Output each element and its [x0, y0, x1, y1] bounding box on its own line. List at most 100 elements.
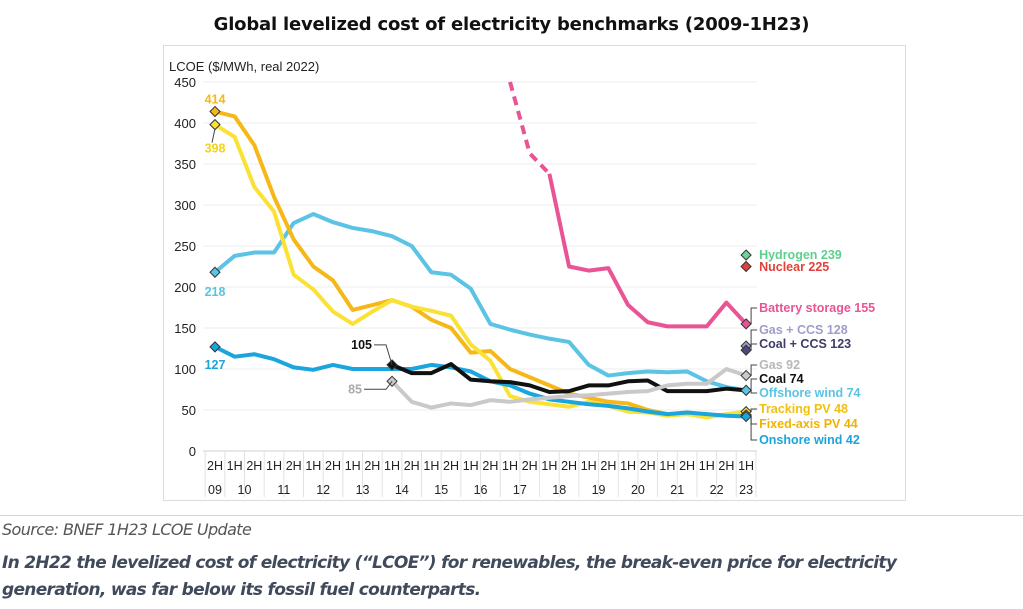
coal-start-label: 105: [351, 338, 372, 352]
x-year-label: 23: [739, 483, 753, 497]
x-year-label: 12: [316, 483, 330, 497]
x-half-label: 1H: [620, 459, 636, 473]
x-axis: 2H 1H 2H 1H 2H 1H 2H 1H 2H 1H 2H 1H 2H 1H 2H 1H 2H 1H 2H 1H…: [203, 450, 757, 497]
battery-storage-end-marker: [740, 318, 752, 330]
source-note: Source: BNEF 1H23 LCOE Update: [2, 520, 252, 539]
offshore-wind-end-marker: [740, 384, 752, 397]
coal-end-label: Coal 74: [759, 372, 804, 386]
nuclear-end-marker: [740, 260, 752, 273]
x-year-label: 17: [513, 483, 527, 497]
caption: In 2H22 the levelized cost of electricit…: [2, 553, 897, 600]
x-half-label: 1H: [463, 459, 479, 473]
onshore-wind-end-label: Onshore wind 42: [759, 433, 860, 447]
x-year-label: 15: [434, 483, 448, 497]
gas-line: [390, 367, 747, 410]
battery-storage-end-label: Battery storage 155: [759, 301, 875, 315]
x-half-label: 2H: [718, 459, 734, 473]
x-half-label: 2H: [640, 459, 656, 473]
gas-ccs-end-label: Gas + CCS 128: [759, 323, 848, 337]
x-half-label: 1H: [541, 459, 557, 473]
x-year-label: 19: [592, 483, 606, 497]
x-year-label: 21: [670, 483, 684, 497]
x-half-label: 2H: [325, 459, 341, 473]
x-year-label: 18: [552, 483, 566, 497]
gas-end-label: Gas 92: [759, 358, 800, 372]
divider: [0, 515, 1023, 516]
x-half-label: 2H: [522, 459, 538, 473]
y-tick-label: 50: [182, 403, 196, 418]
x-half-label: 2H: [482, 459, 498, 473]
fixed-axis-pv-end-label: Fixed-axis PV 44: [759, 417, 858, 431]
y-tick-label: 0: [189, 444, 196, 459]
x-year-label: 09: [208, 483, 222, 497]
y-axis-label: LCOE ($/MWh, real 2022): [169, 59, 319, 74]
offshore-wind-line: [213, 212, 747, 393]
battery-storage-line: [547, 173, 748, 329]
onshore-wind-end-marker: [740, 410, 752, 423]
x-half-label: 2H: [679, 459, 695, 473]
x-half-label: 2H: [246, 459, 262, 473]
tracking-pv-end-label: Tracking PV 48: [759, 402, 848, 416]
grid-lines: [203, 81, 757, 411]
x-half-label: 1H: [699, 459, 715, 473]
y-tick-label: 400: [174, 116, 196, 131]
x-half-label: 1H: [423, 459, 439, 473]
onshore-wind-line: [214, 345, 747, 419]
x-half-label: 2H: [404, 459, 420, 473]
coal-leader: [374, 344, 393, 366]
y-tick-label: 350: [174, 157, 196, 172]
y-tick-label: 150: [174, 321, 196, 336]
gas-start-label: 85: [348, 382, 362, 396]
y-tick-label: 100: [174, 362, 196, 377]
x-half-label: 1H: [502, 459, 518, 473]
x-half-label: 1H: [305, 459, 321, 473]
page-title: Global levelized cost of electricity ben…: [213, 14, 810, 35]
x-year-label: 13: [356, 483, 370, 497]
y-tick-label: 300: [174, 198, 196, 213]
battery-storage-dashed-line: [508, 81, 551, 176]
x-year-label: 10: [238, 483, 252, 497]
x-half-label: 2H: [443, 459, 459, 473]
onshore-wind-start-marker: [209, 341, 221, 353]
x-half-label: 1H: [659, 459, 675, 473]
x-half-label: 1H: [266, 459, 282, 473]
offshore-wind-start-marker: [209, 266, 221, 278]
fixed-axis-pv-line: [214, 109, 747, 418]
x-year-label: 22: [710, 483, 724, 497]
x-half-label: 2H: [600, 459, 616, 473]
x-half-label: 1H: [581, 459, 597, 473]
coal-ccs-end-marker: [740, 344, 752, 356]
coal-line: [391, 362, 747, 394]
x-year-label: 11: [277, 483, 290, 497]
x-half-label: 2H: [207, 459, 223, 473]
x-half-label: 1H: [384, 459, 400, 473]
fixed-axis-pv-start-label: 414: [205, 93, 226, 107]
nuclear-end-label: Nuclear 225: [759, 260, 829, 274]
hydrogen-end-marker: [740, 249, 752, 261]
hydrogen-end-label: Hydrogen 239: [759, 248, 842, 262]
series-group: [213, 81, 748, 420]
x-year-label: 20: [631, 483, 645, 497]
gas-end-marker: [740, 369, 752, 382]
chart-frame: [163, 45, 906, 501]
x-half-label: 1H: [345, 459, 361, 473]
x-half-label: 2H: [364, 459, 380, 473]
tracking-pv-leader: [211, 128, 216, 143]
y-tick-label: 250: [174, 239, 196, 254]
y-axis-ticks: 0 50 100 150 200 250 300 350 400 450: [174, 75, 196, 459]
y-tick-label: 450: [174, 75, 196, 90]
x-year-label: 14: [395, 483, 409, 497]
offshore-wind-end-label: Offshore wind 74: [759, 386, 860, 400]
x-half-label: 2H: [286, 459, 302, 473]
x-half-label: 1H: [738, 459, 754, 473]
x-half-label: 1H: [227, 459, 243, 473]
offshore-wind-start-label: 218: [205, 285, 226, 299]
tracking-pv-start-label: 398: [205, 142, 226, 156]
x-year-label: 16: [474, 483, 488, 497]
y-tick-label: 200: [174, 280, 196, 295]
onshore-wind-start-label: 127: [205, 358, 226, 372]
fixed-axis-pv-start-marker: [209, 105, 221, 118]
gas-leader: [364, 380, 393, 390]
x-half-label: 2H: [561, 459, 577, 473]
